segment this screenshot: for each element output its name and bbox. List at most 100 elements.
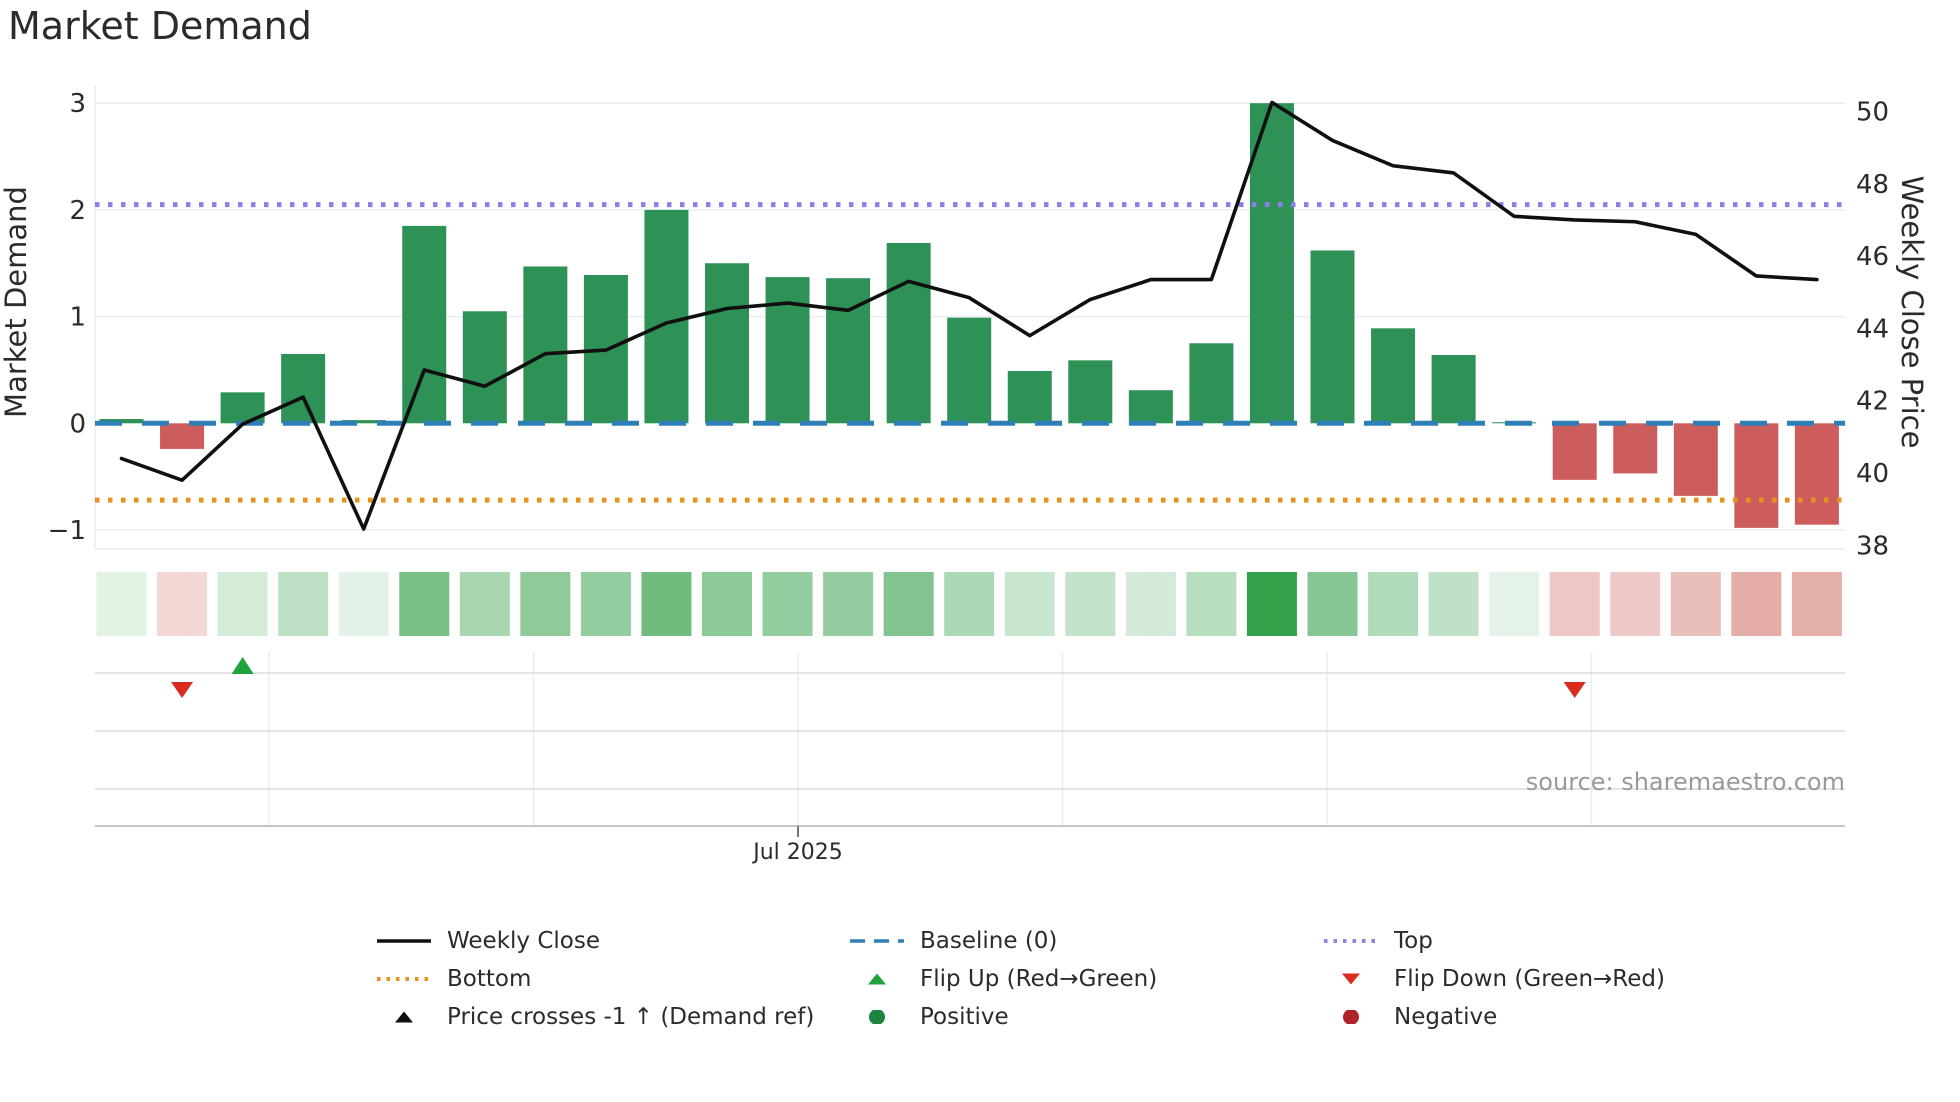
legend-column-3: Top Flip Down (Green→Red) Negative bbox=[1322, 922, 1665, 1036]
legend-swatch-shape bbox=[1342, 973, 1360, 985]
heat-cell bbox=[1186, 572, 1237, 636]
heat-cell bbox=[1368, 572, 1419, 636]
left-tick-label: 2 bbox=[69, 196, 86, 226]
legend-item-flip-down: Flip Down (Green→Red) bbox=[1322, 960, 1665, 998]
demand-bar bbox=[160, 423, 205, 449]
demand-bar bbox=[281, 353, 326, 424]
green-triangle-up-icon bbox=[848, 972, 906, 986]
legend-column-1: Weekly Close Bottom Price crosses -1 ↑ (… bbox=[375, 922, 814, 1036]
right-tick-label: 48 bbox=[1856, 170, 1889, 200]
legend-swatch-shape bbox=[395, 1011, 413, 1023]
source-note: source: sharemaestro.com bbox=[1525, 768, 1845, 796]
demand-bar bbox=[1128, 390, 1173, 424]
heat-cell bbox=[1791, 572, 1842, 636]
heat-cell bbox=[883, 572, 934, 636]
green-circle-icon bbox=[848, 1010, 906, 1024]
legend-swatch-graphic bbox=[1342, 973, 1360, 985]
legend-swatch-shape bbox=[868, 973, 886, 985]
demand-bar bbox=[402, 225, 447, 424]
demand-bar bbox=[1431, 355, 1476, 424]
red-triangle-down-icon bbox=[1322, 972, 1380, 986]
heat-cell bbox=[1125, 572, 1176, 636]
legend-swatch-shape bbox=[869, 1010, 885, 1024]
legend-item-bottom: Bottom bbox=[375, 960, 814, 998]
legend-item-negative: Negative bbox=[1322, 998, 1665, 1036]
demand-bar bbox=[886, 242, 931, 424]
demand-bar bbox=[644, 209, 689, 424]
demand-bar bbox=[341, 420, 386, 424]
heat-cell bbox=[1428, 572, 1479, 636]
right-tick-label: 44 bbox=[1856, 314, 1889, 344]
heat-cell bbox=[762, 572, 813, 636]
legend-item-label: Weekly Close bbox=[447, 928, 600, 954]
x-axis-tick-label: Jul 2025 bbox=[753, 840, 843, 865]
bottom-line-swatch-icon bbox=[375, 972, 433, 986]
demand-bar bbox=[705, 263, 749, 424]
legend-item-label: Baseline (0) bbox=[920, 928, 1058, 954]
legend-swatch-graphic bbox=[377, 977, 431, 981]
left-tick-label: −1 bbox=[48, 516, 86, 546]
page-title: Market Demand bbox=[8, 4, 312, 48]
baseline-dashed-swatch-icon bbox=[848, 934, 906, 948]
legend-swatch-graphic bbox=[395, 1011, 413, 1023]
demand-bar bbox=[1189, 343, 1234, 424]
heat-cell bbox=[338, 572, 389, 636]
heat-cell bbox=[1610, 572, 1661, 636]
heat-cell bbox=[580, 572, 631, 636]
heat-cell bbox=[823, 572, 874, 636]
demand-bar bbox=[1734, 423, 1779, 528]
flip-down-marker-icon bbox=[171, 682, 194, 698]
legend-item-baseline: Baseline (0) bbox=[848, 922, 1157, 960]
demand-bar bbox=[523, 266, 568, 424]
demand-bar bbox=[826, 278, 871, 424]
legend-item-weekly-close: Weekly Close bbox=[375, 922, 814, 960]
heat-cell bbox=[96, 572, 147, 636]
left-tick-label: 1 bbox=[69, 303, 86, 333]
flip-down-marker-icon bbox=[1563, 682, 1586, 698]
demand-bar bbox=[462, 311, 507, 424]
demand-bar bbox=[765, 277, 810, 424]
demand-bar bbox=[1371, 328, 1416, 424]
heat-cell bbox=[217, 572, 268, 636]
legend-item-price-crosses: Price crosses -1 ↑ (Demand ref) bbox=[375, 998, 814, 1036]
legend-item-positive: Positive bbox=[848, 998, 1157, 1036]
heat-cell bbox=[1246, 572, 1297, 636]
dark-red-circle-icon bbox=[1322, 1010, 1380, 1024]
heat-cell bbox=[1489, 572, 1540, 636]
heat-cell bbox=[1307, 572, 1358, 636]
heat-cell bbox=[1731, 572, 1782, 636]
heat-cell bbox=[278, 572, 329, 636]
legend-item-label: Flip Up (Red→Green) bbox=[920, 966, 1158, 992]
legend-swatch-graphic bbox=[1343, 1010, 1359, 1024]
weekly-close-line-swatch-icon bbox=[375, 934, 433, 948]
heat-cell bbox=[520, 572, 571, 636]
heat-cell bbox=[157, 572, 208, 636]
legend-item-label: Negative bbox=[1394, 1004, 1498, 1030]
legend-item-top: Top bbox=[1322, 922, 1665, 960]
demand-bar bbox=[947, 317, 992, 424]
heat-cell bbox=[944, 572, 995, 636]
right-tick-label: 46 bbox=[1856, 242, 1889, 272]
demand-bar bbox=[1552, 423, 1597, 480]
flip-up-marker-icon bbox=[231, 657, 254, 674]
demand-bar bbox=[1068, 360, 1113, 424]
legend-swatch-graphic bbox=[869, 1010, 885, 1024]
demand-bar bbox=[1794, 423, 1839, 525]
weekly-close-line bbox=[119, 100, 1819, 531]
black-triangle-up-icon bbox=[375, 1010, 433, 1024]
legend-swatch-graphic bbox=[850, 939, 904, 943]
legend-item-label: Price crosses -1 ↑ (Demand ref) bbox=[447, 1004, 815, 1030]
demand-bar bbox=[1613, 423, 1658, 474]
demand-bar bbox=[1007, 371, 1052, 424]
legend-item-label: Bottom bbox=[447, 966, 532, 992]
heat-cell bbox=[459, 572, 510, 636]
legend-swatch-graphic bbox=[377, 939, 431, 943]
right-tick-label: 50 bbox=[1856, 98, 1889, 128]
left-tick-label: 3 bbox=[69, 89, 86, 119]
heat-cell bbox=[1549, 572, 1600, 636]
heat-cell bbox=[1670, 572, 1721, 636]
legend-item-label: Top bbox=[1394, 928, 1433, 954]
heat-cell bbox=[641, 572, 692, 636]
demand-bar bbox=[1249, 103, 1294, 424]
